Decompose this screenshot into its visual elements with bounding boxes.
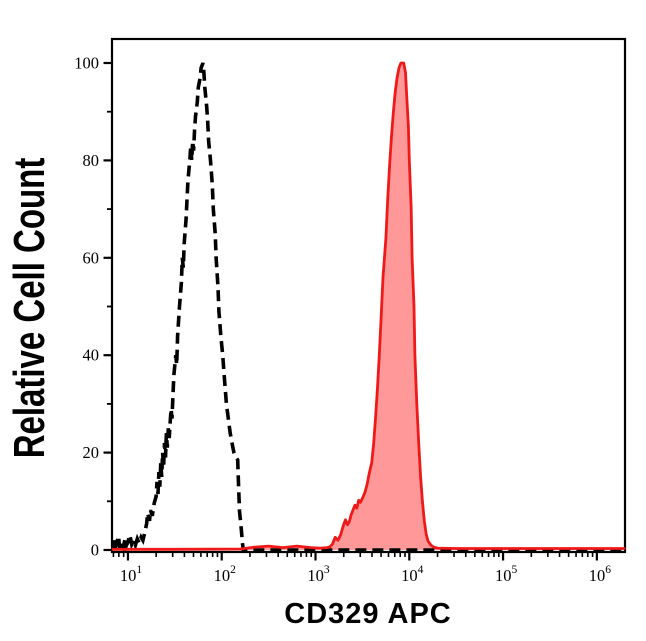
- sample-histogram-curve: [111, 61, 626, 551]
- y-tick-label: 0: [91, 541, 99, 560]
- x-tick-label: 103: [307, 564, 330, 585]
- plot-border: [110, 37, 627, 554]
- control-histogram-curve: [111, 62, 625, 554]
- y-tick-label: 100: [74, 54, 99, 73]
- x-tick-label: 105: [495, 564, 518, 585]
- y-tick-label: 20: [83, 443, 100, 462]
- x-tick-label: 106: [589, 564, 612, 585]
- x-tick-label: 102: [214, 564, 237, 585]
- y-tick-label: 60: [83, 248, 100, 267]
- plot-area: 0 20 40 60 80 100 101 102 103 104 105 106: [74, 37, 627, 585]
- y-tick-label: 40: [83, 346, 100, 365]
- y-axis-title: Relative Cell Count: [6, 158, 55, 459]
- x-tick-label: 104: [401, 564, 424, 585]
- y-tick-label: 80: [83, 151, 100, 170]
- x-axis-title: CD329 APC: [284, 598, 451, 630]
- x-tick-label: 101: [120, 564, 143, 585]
